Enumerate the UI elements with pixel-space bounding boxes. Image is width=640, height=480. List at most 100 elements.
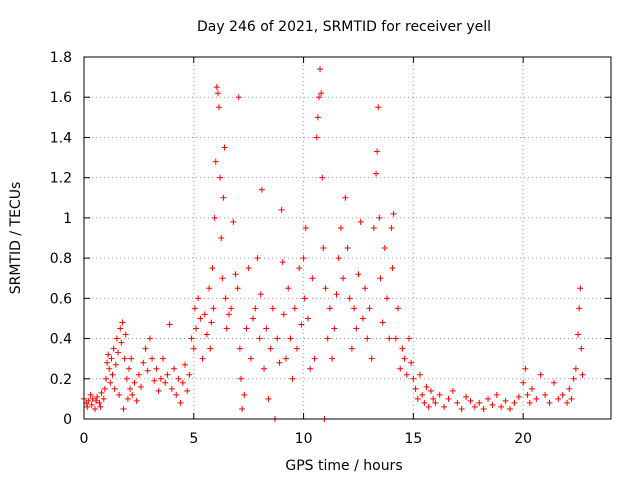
data-point [166,321,173,328]
data-point [381,245,388,252]
data-point [463,393,470,400]
data-point [537,371,544,378]
data-point [373,170,380,177]
data-point [329,355,336,362]
data-point [498,403,505,410]
data-point [225,311,232,318]
data-point [425,403,432,410]
data-point [127,385,134,392]
data-point [315,94,322,101]
y-tick-label: 1.4 [50,130,72,146]
y-tick-label: 0.8 [50,251,72,267]
data-point [279,259,286,266]
data-point [419,391,426,398]
data-point [324,335,331,342]
data-point [140,359,147,366]
data-point [493,391,500,398]
data-point [223,325,230,332]
data-point [210,305,217,312]
data-point [289,375,296,382]
data-point [219,275,226,282]
data-point [436,391,443,398]
data-point [128,355,135,362]
data-point [331,325,338,332]
data-point [344,245,351,252]
data-point [421,399,428,406]
data-point [168,385,175,392]
data-point [267,345,274,352]
data-point [480,405,487,412]
data-point [489,401,496,408]
data-point [111,385,118,392]
data-point [228,305,235,312]
data-point [179,379,186,386]
data-point [335,255,342,262]
data-point [222,295,229,302]
data-point [370,224,377,231]
data-point [133,397,140,404]
data-point [190,345,197,352]
data-point [379,319,386,326]
data-point [307,365,314,372]
data-point [577,285,584,292]
data-point [485,395,492,402]
data-point [245,265,252,272]
data-point [212,158,219,165]
data-point [430,395,437,402]
data-point [238,375,245,382]
data-point [353,325,360,332]
data-point [87,391,94,398]
data-point [575,331,582,338]
data-point [102,375,109,382]
data-point [412,385,419,392]
data-point [454,399,461,406]
data-point [85,397,92,404]
data-point [96,399,103,406]
y-tick-label: 1.8 [50,50,72,66]
data-point [184,387,191,394]
data-point [131,379,138,386]
data-point [559,391,566,398]
data-point [250,315,257,322]
data-point [106,365,113,372]
data-point [511,399,518,406]
data-point [366,305,373,312]
data-point [120,405,127,412]
data-point [173,391,180,398]
data-point [98,389,105,396]
data-point [164,371,171,378]
data-point [239,405,246,412]
data-point [216,104,223,111]
data-point [151,377,158,384]
data-point [392,335,399,342]
data-point [209,265,216,272]
data-point [257,291,264,298]
data-point [220,194,227,201]
y-tick-label: 0 [63,412,72,428]
data-point [432,399,439,406]
data-point [291,305,298,312]
data-point [265,395,272,402]
data-point [121,355,128,362]
data-point [357,218,364,225]
data-point [191,305,198,312]
data-point [403,371,410,378]
data-point [564,399,571,406]
data-point [144,367,151,374]
data-point [522,365,529,372]
data-point [153,365,160,372]
data-point [326,305,333,312]
data-point [320,245,327,252]
data-point [122,331,129,338]
data-point [107,379,114,386]
data-point [109,371,116,378]
data-point [117,325,124,332]
data-point [155,387,162,394]
data-point [274,335,281,342]
data-point [113,335,120,342]
data-point [296,265,303,272]
y-tick-label: 1.2 [50,171,72,187]
data-point [88,401,95,408]
data-point [115,349,122,356]
y-axis-label: SRMTID / TECUs [8,182,24,295]
